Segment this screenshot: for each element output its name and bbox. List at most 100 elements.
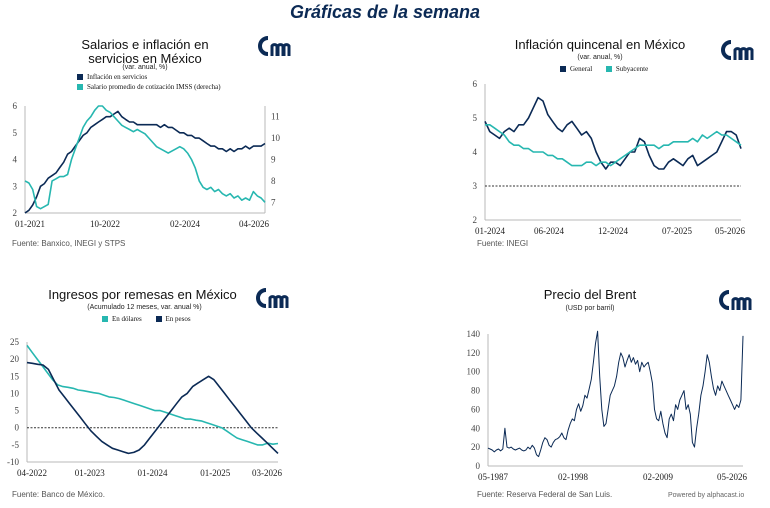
legend-label: En pesos bbox=[165, 315, 191, 323]
legend-label: General bbox=[570, 65, 593, 73]
legend-label: En dólares bbox=[112, 315, 142, 323]
legend-swatch bbox=[605, 66, 612, 73]
y-tick-label: 0 bbox=[15, 423, 20, 433]
chart-plot-remesas: -10 -5 0 5 10 15 20 25 04-2022 01-2023 01-2024 01-2… bbox=[7, 337, 282, 478]
y-tick-label-right: 9 bbox=[271, 155, 276, 165]
chart-subtitle: (Acumulado 12 meses, var. anual %) bbox=[87, 304, 202, 311]
y-tick-label: 80 bbox=[471, 386, 481, 396]
x-tick-label: 02-2009 bbox=[643, 472, 673, 482]
chart-plot-salarios: 2 3 4 5 6 7 8 9 10 11 01-2021 10-2022 02-2024 04-2026 bbox=[13, 101, 281, 229]
y-tick-label: 3 bbox=[13, 181, 18, 191]
y-tick-label: -10 bbox=[7, 457, 19, 467]
chart-title: Salarios e inflación en servicios en Méx… bbox=[81, 37, 209, 66]
chart-panel-remesas: Ingresos por remesas en México (Acumulad… bbox=[0, 270, 385, 508]
x-tick-label: 05-2026 bbox=[717, 472, 747, 482]
y-tick-label: 5 bbox=[15, 406, 20, 416]
legend-swatch bbox=[560, 66, 566, 73]
x-tick-label: 04-2026 bbox=[239, 219, 269, 229]
y-tick-label: 60 bbox=[471, 404, 481, 414]
y-tick-label: 5 bbox=[473, 113, 478, 123]
y-tick-label: 2 bbox=[473, 215, 478, 225]
chart-legend: General Subyacente bbox=[560, 64, 660, 74]
legend-item: Subyacente bbox=[605, 64, 649, 74]
x-tick-label: 05-1987 bbox=[478, 472, 508, 482]
x-tick-label: 10-2022 bbox=[90, 219, 120, 229]
y-tick-label-right: 11 bbox=[271, 112, 280, 122]
chart-subtitle: (var. anual, %) bbox=[122, 64, 168, 71]
y-tick-label: 100 bbox=[467, 367, 481, 377]
x-tick-label: 02-2024 bbox=[170, 219, 200, 229]
legend-label: Subyacente bbox=[615, 65, 649, 73]
chart-panel-quincenal: Inflación quincenal en México (var. anua… bbox=[385, 30, 770, 270]
y-tick-label: 140 bbox=[467, 329, 481, 339]
chart-subtitle: (var. anual, %) bbox=[577, 54, 623, 61]
y-tick-label: 5 bbox=[13, 128, 18, 138]
x-tick-label: 01-2023 bbox=[75, 468, 105, 478]
y-tick-label: 6 bbox=[473, 79, 478, 89]
legend-item: Inflación en servicios bbox=[77, 72, 221, 82]
chart-source: Fuente: Banco de México. bbox=[12, 490, 105, 499]
legend-swatch bbox=[102, 316, 108, 323]
alphacast-logo-icon bbox=[719, 290, 752, 317]
series-line-1 bbox=[485, 124, 742, 167]
chart-source: Fuente: INEGI bbox=[477, 239, 529, 248]
series-line-1 bbox=[24, 105, 266, 210]
y-tick-label: 4 bbox=[473, 147, 478, 157]
y-tick-label: 4 bbox=[13, 155, 18, 165]
y-tick-label: 6 bbox=[13, 101, 18, 111]
y-tick-label: 2 bbox=[13, 208, 18, 218]
chart-legend: En dólares En pesos bbox=[102, 314, 203, 324]
legend-item: En dólares bbox=[102, 314, 142, 324]
legend-item: General bbox=[560, 64, 592, 74]
legend-item: En pesos bbox=[155, 314, 191, 324]
y-tick-label-right: 10 bbox=[271, 133, 281, 143]
series-line-1 bbox=[26, 361, 279, 455]
page-title: Gráficas de la semana bbox=[289, 2, 481, 22]
chart-title: Inflación quincenal en México bbox=[514, 37, 686, 52]
x-tick-label: 01-2024 bbox=[138, 468, 168, 478]
y-tick-label: 20 bbox=[10, 354, 20, 364]
chart-panel-salarios: Salarios e inflación en servicios en Méx… bbox=[0, 30, 385, 270]
x-tick-label: 05-2026 bbox=[715, 226, 745, 236]
x-tick-label: 01-2021 bbox=[15, 219, 45, 229]
series-line-0 bbox=[26, 344, 279, 446]
x-tick-label: 01-2025 bbox=[200, 468, 230, 478]
legend-swatch bbox=[155, 316, 162, 323]
y-tick-label: 120 bbox=[467, 348, 481, 358]
chart-title: Ingresos por remesas en México bbox=[48, 287, 237, 302]
chart-title: Precio del Brent bbox=[543, 287, 637, 302]
legend-swatch bbox=[77, 74, 83, 81]
alphacast-logo-icon bbox=[721, 40, 754, 67]
series-line-0 bbox=[487, 330, 744, 458]
x-tick-label: 06-2024 bbox=[534, 226, 564, 236]
y-tick-label: 40 bbox=[471, 423, 481, 433]
x-tick-label: 03-2026 bbox=[252, 468, 282, 478]
legend-item: Salario promedio de cotización IMSS (der… bbox=[77, 82, 221, 92]
y-tick-label: -5 bbox=[12, 440, 20, 450]
chart-legend: Inflación en servicios Salario promedio … bbox=[77, 72, 221, 92]
y-tick-label: 3 bbox=[473, 181, 478, 191]
alphacast-logo-icon bbox=[256, 288, 289, 315]
series-line-0 bbox=[484, 96, 742, 170]
y-tick-label: 15 bbox=[10, 371, 20, 381]
chart-subtitle: (USD por barril) bbox=[565, 305, 615, 312]
y-tick-label-right: 8 bbox=[271, 176, 276, 186]
legend-swatch bbox=[77, 84, 83, 91]
y-tick-label: 25 bbox=[10, 337, 20, 347]
chart-source: Fuente: Banxico, INEGI y STPS bbox=[12, 239, 126, 248]
legend-label: Inflación en servicios bbox=[87, 73, 148, 81]
x-tick-label: 07-2025 bbox=[662, 226, 692, 236]
x-tick-label: 04-2022 bbox=[17, 468, 47, 478]
series-line-0 bbox=[24, 110, 266, 214]
x-tick-label: 02-1998 bbox=[558, 472, 588, 482]
chart-source: Fuente: Reserva Federal de San Luis. bbox=[477, 490, 613, 499]
alphacast-logo-icon bbox=[258, 36, 291, 63]
x-tick-label: 01-2024 bbox=[475, 226, 505, 236]
y-tick-label: 0 bbox=[476, 461, 481, 471]
y-tick-label: 10 bbox=[10, 388, 20, 398]
legend-label: Salario promedio de cotización IMSS (der… bbox=[87, 83, 221, 91]
y-tick-label-right: 7 bbox=[271, 197, 276, 207]
chart-plot-quincenal: 2 3 4 5 6 01-2024 06-2024 12-2024 07-2025 05-2026 bbox=[473, 79, 746, 236]
chart-plot-brent: 0 20 40 60 80 100 120 140 05-1987 02-1998 02-2009 0… bbox=[467, 329, 748, 482]
y-tick-label: 20 bbox=[471, 442, 481, 452]
